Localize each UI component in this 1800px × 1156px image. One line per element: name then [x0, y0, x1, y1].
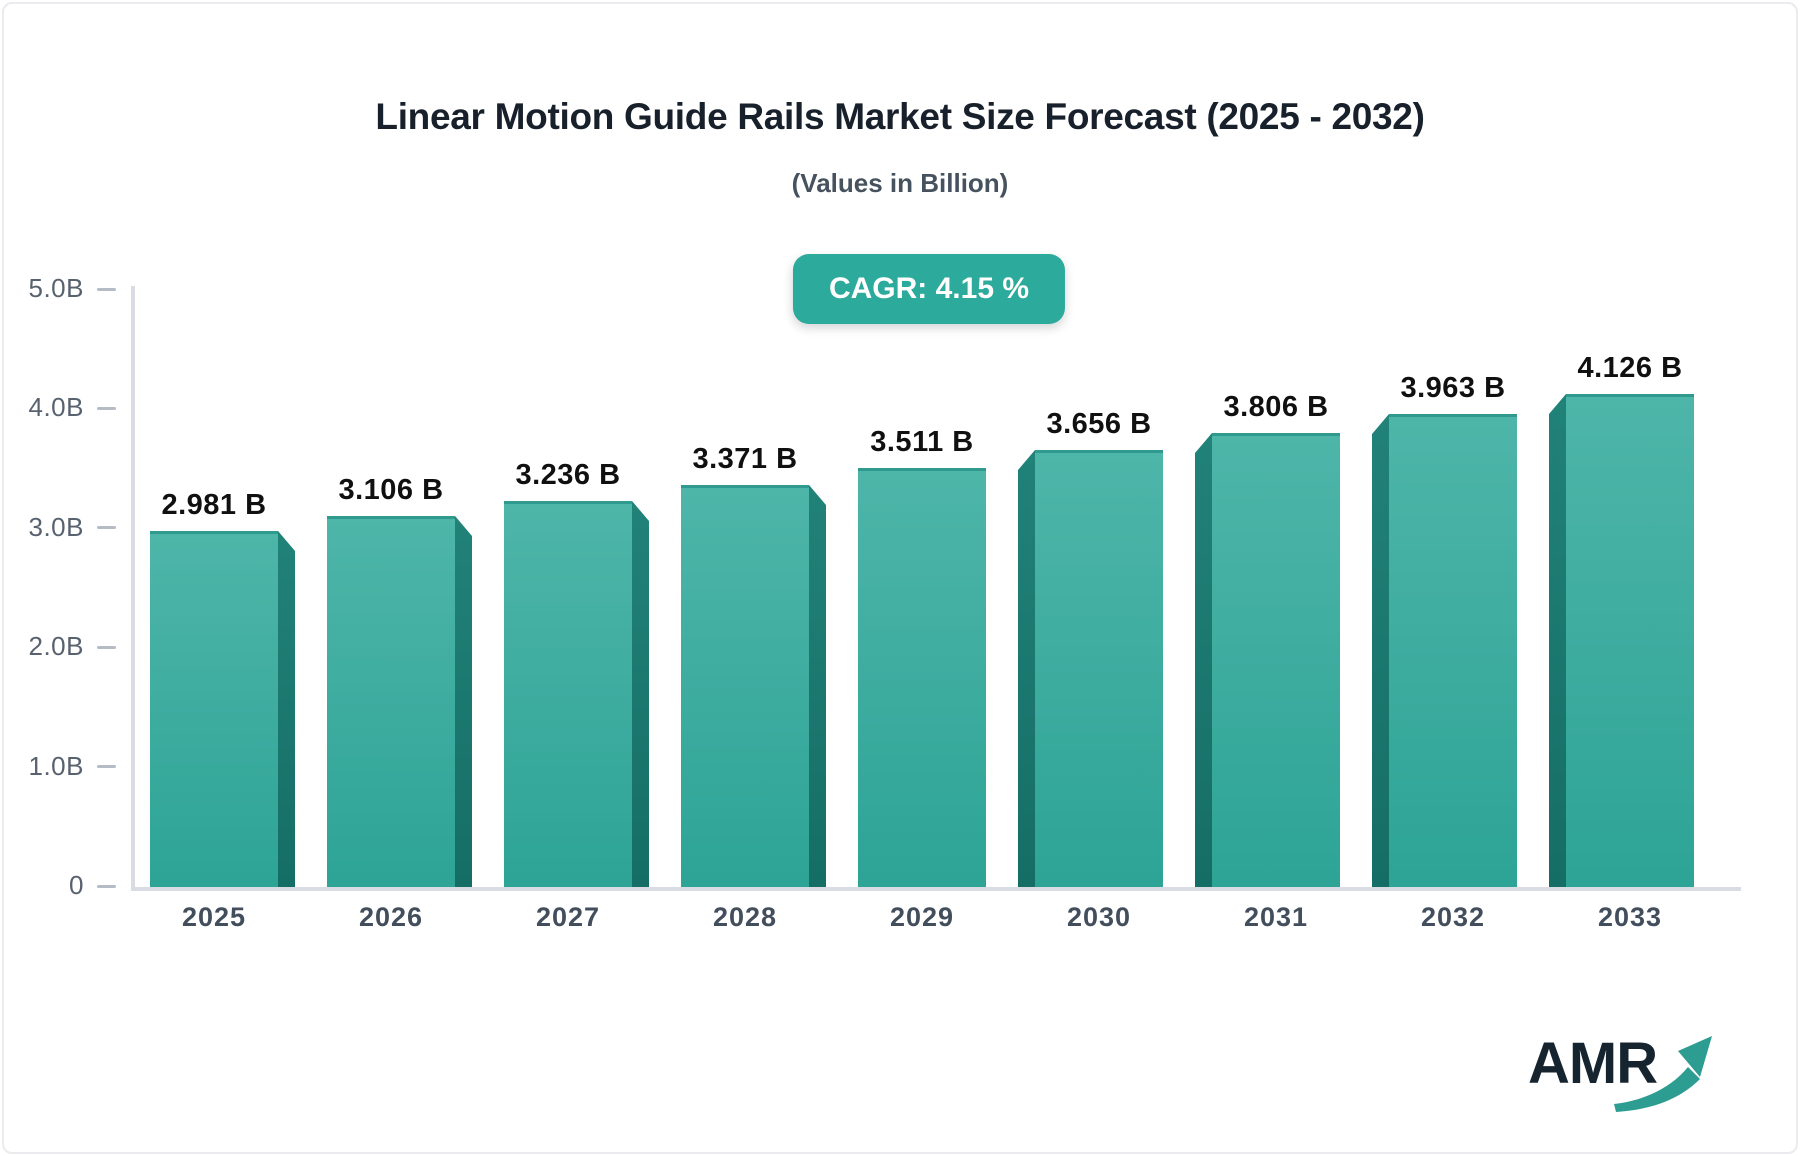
- y-axis-line: [131, 286, 135, 891]
- bar-side-shadow: [278, 531, 295, 887]
- bar-2031: [1212, 433, 1340, 887]
- bar-side-shadow: [1018, 450, 1035, 887]
- y-tick-mark: [97, 287, 116, 291]
- y-tick-label: 0: [69, 870, 84, 900]
- bar-side-shadow: [1195, 433, 1212, 887]
- x-tick-label-2033: 2033: [1597, 902, 1663, 932]
- bar-side-shadow: [1372, 414, 1389, 887]
- bar-2029: [858, 468, 986, 887]
- y-tick-label: 5.0B: [28, 273, 84, 303]
- y-tick-mark: [97, 884, 116, 888]
- bar-side-shadow: [455, 516, 472, 887]
- y-tick-mark: [97, 406, 116, 410]
- y-tick-mark: [97, 645, 116, 649]
- x-tick-label-2026: 2026: [358, 902, 424, 932]
- x-axis-line: [131, 887, 1741, 891]
- x-tick-label-2025: 2025: [181, 902, 247, 932]
- x-tick-label-2031: 2031: [1243, 902, 1309, 932]
- y-tick-label: 1.0B: [28, 750, 84, 781]
- bar-value-label: 3.236 B: [515, 459, 621, 491]
- bar-side-shadow: [809, 485, 826, 887]
- bar-value-label: 2.981 B: [161, 489, 267, 521]
- x-tick-label-2030: 2030: [1066, 902, 1132, 932]
- bar-2027: [504, 501, 632, 887]
- chart-title: Linear Motion Guide Rails Market Size Fo…: [375, 96, 1425, 137]
- x-tick-label-2027: 2027: [535, 902, 601, 932]
- x-tick-label-2029: 2029: [889, 902, 955, 932]
- cagr-badge: CAGR: 4.15 %: [792, 254, 1066, 324]
- bar-2030: [1035, 450, 1163, 887]
- y-tick-label: 3.0B: [28, 511, 84, 542]
- bar-2033: [1566, 394, 1694, 887]
- amr-logo-text: AMR: [1528, 1031, 1658, 1096]
- bar-2028: [681, 485, 809, 887]
- bar-side-shadow: [632, 501, 649, 887]
- bar-value-label: 4.126 B: [1577, 352, 1683, 384]
- bar-value-label: 3.106 B: [338, 474, 444, 506]
- bar-2026: [327, 516, 455, 887]
- y-tick-label: 4.0B: [28, 392, 84, 423]
- amr-logo: AMR: [1528, 1030, 1728, 1120]
- bar-value-label: 3.963 B: [1400, 372, 1506, 404]
- y-tick-label: 2.0B: [28, 631, 84, 662]
- bar-2025: [150, 531, 278, 887]
- bar-value-label: 3.806 B: [1223, 391, 1329, 423]
- x-tick-label-2028: 2028: [712, 902, 778, 932]
- growth-arrow-icon: [1614, 1036, 1712, 1112]
- y-tick-mark: [97, 765, 116, 769]
- bar-value-label: 3.371 B: [692, 443, 798, 475]
- x-tick-label-2032: 2032: [1420, 902, 1486, 932]
- bar-value-label: 3.511 B: [870, 426, 974, 458]
- y-tick-mark: [97, 526, 116, 530]
- bar-side-shadow: [1549, 394, 1566, 887]
- bar-value-label: 3.656 B: [1046, 408, 1152, 440]
- bar-2032: [1389, 414, 1517, 887]
- chart-subtitle: (Values in Billion): [791, 168, 1009, 198]
